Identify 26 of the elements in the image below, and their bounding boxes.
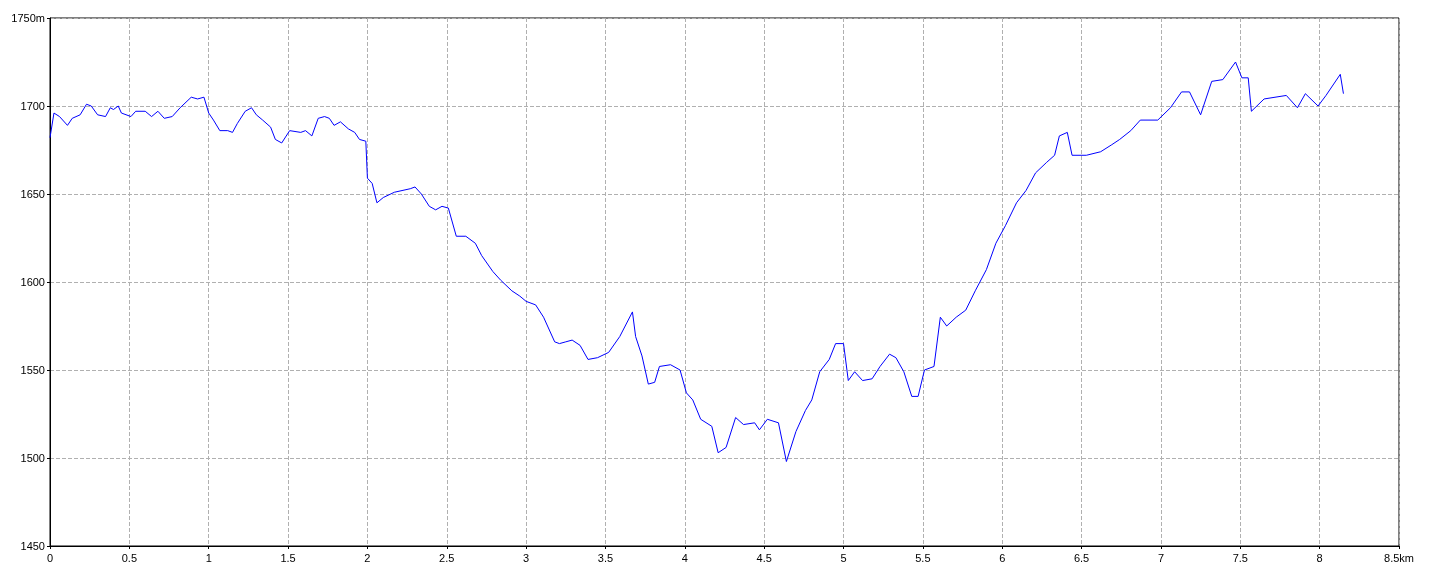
y-tick-label: 1450 — [20, 540, 45, 552]
x-tick-label: 1.5 — [280, 551, 296, 564]
x-tick-label: 2.5 — [439, 551, 455, 564]
x-tick-label: 7 — [1157, 551, 1164, 564]
x-tick-label: 3 — [523, 551, 530, 564]
x-tick-label: 0.5 — [121, 551, 137, 564]
y-tick-label: 1600 — [20, 276, 45, 288]
x-tick-label: 5.5 — [915, 551, 931, 564]
x-tick-label: 6 — [999, 551, 1006, 564]
line-series — [49, 61, 1344, 463]
x-tick-label: 2 — [364, 551, 371, 564]
x-tick-label: 8 — [1316, 551, 1323, 564]
x-tick-label: 4 — [681, 551, 688, 564]
y-tick-label: 1550 — [20, 364, 45, 376]
x-tick-label: 0 — [46, 551, 54, 564]
x-tick-label: 5 — [840, 551, 847, 564]
y-tick-label: 1650 — [20, 188, 45, 200]
x-tick-label: 6.5 — [1073, 551, 1090, 564]
y-tick-label: 1750m — [11, 12, 45, 24]
x-tick-label: 1 — [205, 551, 212, 564]
x-tick-label: 8.5km — [1384, 551, 1414, 564]
y-tick-label: 1500 — [20, 452, 45, 464]
x-tick-label: 4.5 — [756, 551, 772, 564]
x-tick-label: 3.5 — [597, 551, 614, 564]
x-tick-label: 7.5 — [1232, 551, 1248, 564]
y-tick-label: 1700 — [20, 100, 45, 112]
